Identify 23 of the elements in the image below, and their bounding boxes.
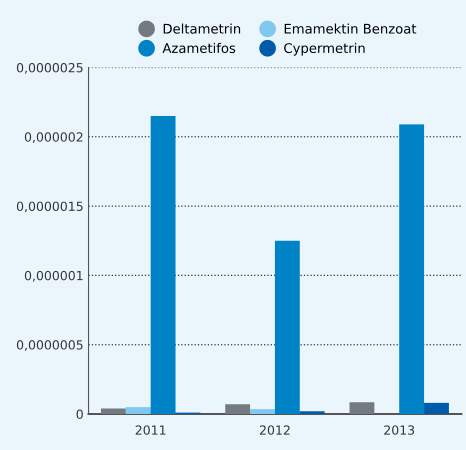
bar bbox=[300, 411, 325, 414]
x-tick-label: 2013 bbox=[384, 425, 414, 435]
y-tick-label: 0,000001 bbox=[24, 270, 83, 282]
x-tick-label: 2012 bbox=[260, 425, 290, 435]
legend-label: Deltametrin bbox=[164, 23, 240, 34]
bar bbox=[350, 402, 374, 414]
legend-label: Cypermetrin bbox=[284, 42, 365, 56]
bar bbox=[424, 402, 449, 414]
bar bbox=[225, 404, 250, 414]
y-tick-label: 0,000002 bbox=[24, 132, 82, 143]
bar bbox=[274, 240, 300, 414]
bar bbox=[150, 116, 176, 414]
y-tick-label: 0 bbox=[76, 409, 83, 419]
bar bbox=[100, 408, 126, 414]
legend-label: Azametifos bbox=[162, 42, 236, 54]
x-tick-label: 2011 bbox=[136, 425, 166, 435]
legend-label: Emamektin Benzoat bbox=[284, 23, 416, 34]
bar bbox=[250, 409, 275, 414]
y-tick-label: 0,0000015 bbox=[16, 202, 83, 212]
y-tick-label: 0,0000025 bbox=[16, 62, 83, 74]
bar bbox=[126, 407, 151, 414]
y-tick-label: 0,0000005 bbox=[16, 340, 83, 351]
bar bbox=[399, 124, 424, 414]
